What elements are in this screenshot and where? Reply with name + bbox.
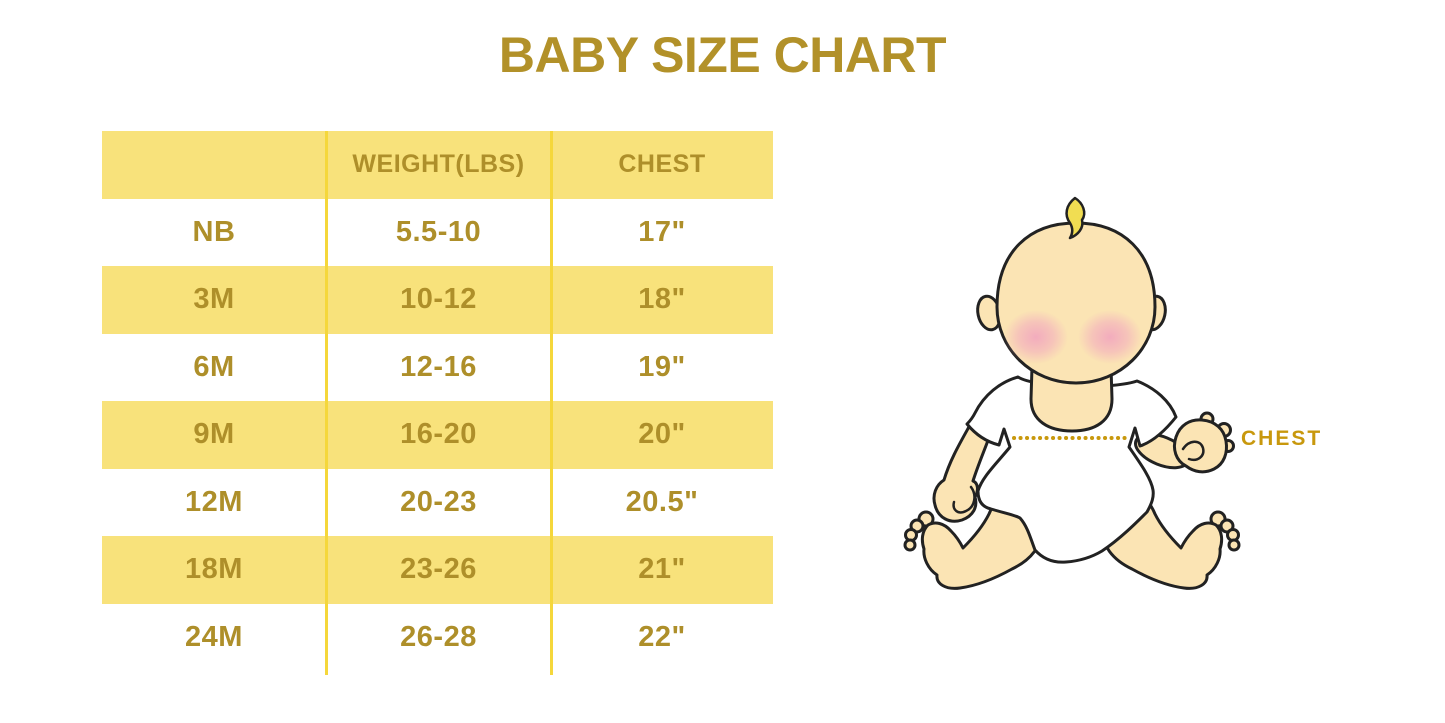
chest-cell: 21" bbox=[638, 553, 686, 586]
table-row: 9M 16-20 20" bbox=[102, 401, 773, 469]
table-row: 24M 26-28 22" bbox=[102, 604, 773, 672]
left-arm bbox=[932, 423, 992, 523]
left-leg bbox=[903, 499, 1043, 590]
weight-cell: 16-20 bbox=[400, 418, 477, 451]
table-row: 12M 20-23 20.5" bbox=[102, 469, 773, 537]
hair-tuft-icon bbox=[1065, 196, 1086, 240]
table-row: NB 5.5-10 17" bbox=[102, 199, 773, 267]
size-cell: 3M bbox=[193, 283, 235, 316]
left-cheek-blush bbox=[1004, 310, 1068, 364]
weight-cell: 10-12 bbox=[400, 283, 477, 316]
header-size-cell bbox=[102, 131, 326, 199]
column-divider-2 bbox=[550, 131, 553, 675]
chest-cell: 17" bbox=[638, 215, 686, 248]
weight-cell: 12-16 bbox=[400, 350, 477, 383]
header-chest-cell: CHEST bbox=[618, 150, 706, 179]
right-arm bbox=[1134, 411, 1235, 474]
header-weight-cell: WEIGHT(LBS) bbox=[352, 150, 525, 179]
size-cell: 6M bbox=[193, 350, 235, 383]
cheek-blush bbox=[1004, 310, 1142, 364]
size-cell: 24M bbox=[185, 620, 243, 653]
left-hand-fingers bbox=[952, 485, 976, 514]
table-row: 3M 10-12 18" bbox=[102, 266, 773, 334]
shirt-body bbox=[965, 375, 1178, 564]
chest-cell: 18" bbox=[638, 283, 686, 316]
fist bbox=[1172, 418, 1228, 474]
column-divider-1 bbox=[325, 131, 328, 675]
chest-cell: 22" bbox=[638, 620, 686, 653]
baby-illustration bbox=[903, 196, 1241, 590]
size-cell: 18M bbox=[185, 553, 243, 586]
page-title: BABY SIZE CHART bbox=[498, 27, 947, 83]
weight-cell: 5.5-10 bbox=[395, 215, 482, 248]
chest-cell: 19" bbox=[638, 350, 686, 383]
size-cell: 9M bbox=[193, 418, 235, 451]
weight-cell: 20-23 bbox=[400, 485, 477, 518]
size-table: WEIGHT(LBS) CHEST NB 5.5-10 17" 3M 10-12… bbox=[102, 131, 773, 675]
size-cell: NB bbox=[192, 215, 236, 248]
weight-cell: 26-28 bbox=[400, 620, 477, 653]
table-header-row: WEIGHT(LBS) CHEST bbox=[102, 131, 773, 199]
table-row: 6M 12-16 19" bbox=[102, 334, 773, 402]
chest-cell: 20.5" bbox=[625, 485, 699, 518]
size-cell: 12M bbox=[185, 485, 243, 518]
thumb-curl bbox=[1181, 440, 1205, 461]
right-cheek-blush bbox=[1078, 310, 1142, 364]
chest-cell: 20" bbox=[638, 418, 686, 451]
chest-annotation-label: CHEST bbox=[1241, 427, 1323, 450]
table-row: 18M 23-26 21" bbox=[102, 536, 773, 604]
weight-cell: 23-26 bbox=[400, 553, 477, 586]
